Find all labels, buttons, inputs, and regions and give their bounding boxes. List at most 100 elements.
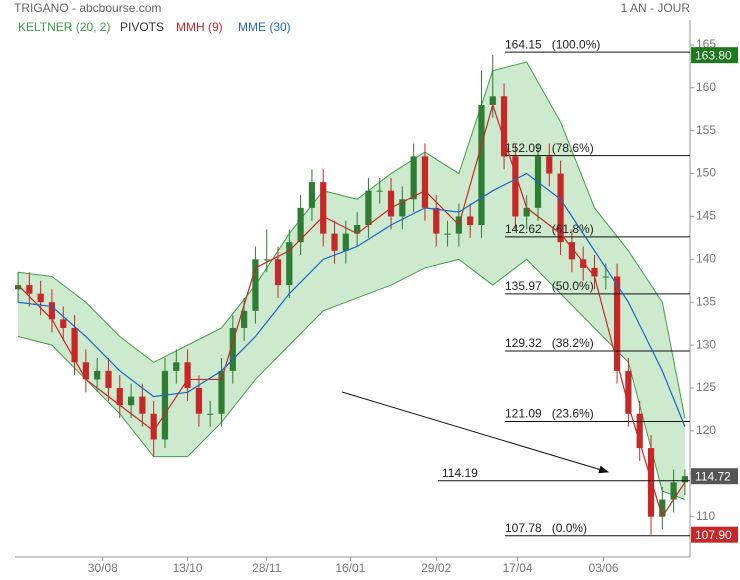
fib-label: 135.97 (50.0%)	[505, 279, 594, 293]
candle-body	[546, 156, 553, 174]
y-tick-label: 125	[696, 380, 716, 394]
legend-entry: MMH (9)	[176, 20, 223, 34]
candle-body	[659, 499, 666, 517]
candle-body	[647, 448, 655, 517]
x-tick-label: 16/01	[335, 561, 365, 575]
candle-body	[320, 182, 327, 234]
candle-body	[139, 396, 146, 414]
candle-body	[274, 259, 282, 286]
fib-label: 142.62 (61.8%)	[505, 222, 594, 236]
candle-body	[557, 173, 564, 243]
candle-body	[399, 199, 406, 217]
candle-body	[252, 259, 259, 311]
candle-body	[127, 396, 135, 406]
candle-body	[331, 233, 338, 251]
candle-body	[82, 362, 89, 380]
candle-body	[613, 276, 621, 371]
candle-body	[625, 370, 632, 414]
candle-body	[150, 413, 157, 440]
price-badge	[691, 468, 738, 485]
x-tick-label: 29/02	[421, 561, 451, 575]
price-badge-label: 107.90	[695, 528, 732, 542]
price-badge-label: 114.72	[695, 469, 731, 483]
price-badge	[691, 526, 738, 543]
y-tick-label: 160	[696, 80, 716, 94]
price-badge	[691, 47, 738, 64]
candle-body	[636, 413, 643, 449]
period: 1 AN - JOUR	[621, 1, 691, 15]
x-tick-label: 13/10	[173, 561, 203, 575]
candle-body	[308, 182, 316, 208]
price-badge-label: 163.80	[695, 48, 732, 62]
candle-body	[410, 156, 417, 200]
fib-label: 129.32 (38.2%)	[505, 336, 594, 350]
candle-body	[173, 362, 180, 371]
candle-body	[365, 190, 372, 226]
y-tick-label: 140	[696, 252, 716, 266]
candle-body	[48, 302, 56, 320]
candle-body	[670, 482, 677, 500]
fib-label: 164.15 (100.0%)	[505, 37, 600, 51]
ma-line	[17, 172, 686, 427]
candle-body	[500, 96, 508, 157]
candle-body	[229, 327, 236, 371]
x-tick-label: 30/08	[88, 561, 118, 575]
candle-body	[94, 370, 101, 380]
candle-body	[512, 156, 519, 217]
x-tick-label: 03/06	[589, 561, 619, 575]
candle-body	[376, 190, 383, 192]
keltner-lower	[17, 258, 686, 500]
candle-body	[387, 190, 395, 217]
y-tick-label: 120	[696, 423, 716, 437]
x-tick-label: 17/04	[503, 561, 533, 575]
candle-body	[184, 362, 191, 389]
candle-body	[568, 242, 575, 260]
candle-body	[116, 388, 123, 406]
candle-body	[286, 242, 293, 286]
candle-body	[37, 293, 44, 303]
candle-body	[26, 285, 33, 294]
candle-body	[263, 259, 270, 261]
y-tick-label: 150	[696, 166, 716, 180]
candle-body	[60, 319, 67, 328]
candle-body	[478, 104, 485, 226]
y-tick-label: 130	[696, 337, 716, 351]
fib-label: 121.09 (23.6%)	[505, 407, 594, 421]
y-tick-label: 135	[696, 294, 716, 308]
candle-body	[467, 216, 474, 226]
x-tick-label: 28/11	[252, 561, 281, 575]
candle-body	[161, 370, 169, 440]
candle-body	[580, 259, 587, 268]
candle-body	[71, 327, 78, 363]
candle-body	[433, 207, 440, 234]
candle-body	[444, 233, 451, 235]
candle-body	[681, 476, 689, 483]
candle-body	[489, 96, 496, 105]
candle-body	[591, 267, 598, 277]
y-tick-label: 155	[696, 123, 716, 137]
candle-body	[297, 207, 304, 243]
legend-entry: KELTNER (20, 2)	[18, 20, 110, 34]
candle-body	[342, 233, 349, 251]
pivot-label: 114.19	[442, 466, 478, 480]
y-tick-label: 110	[696, 509, 715, 523]
legend-entry: PIVOTS	[120, 20, 164, 34]
annotation-arrow	[341, 391, 609, 474]
legend-entry: MME (30)	[238, 20, 291, 34]
candle-body	[105, 370, 112, 389]
candle-body	[240, 310, 248, 328]
fib-label: 152.09 (78.6%)	[505, 141, 594, 155]
ma-line	[17, 102, 686, 519]
y-tick-label: 145	[696, 209, 716, 223]
candle-body	[195, 388, 203, 414]
chart-title: TRIGANO - abcbourse.com	[14, 1, 161, 15]
candle-body	[218, 370, 225, 414]
candle-body	[421, 156, 429, 208]
fib-label: 107.78 (0.0%)	[505, 521, 587, 535]
candle-body	[207, 413, 214, 415]
candle-body	[354, 225, 361, 234]
candle-body	[14, 285, 22, 290]
candle-body	[523, 207, 530, 217]
keltner-upper	[17, 61, 686, 419]
